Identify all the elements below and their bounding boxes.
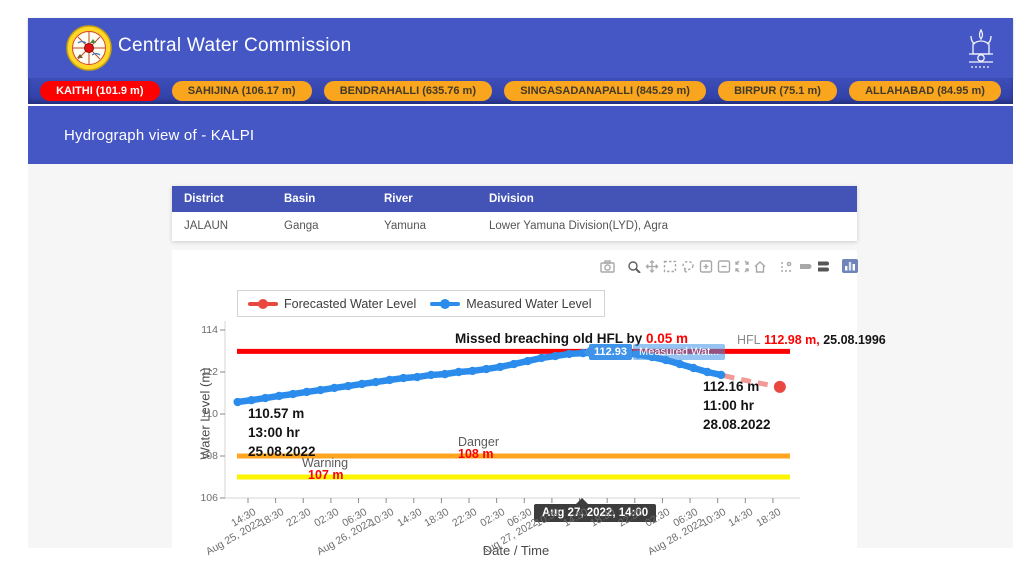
table-header: Division bbox=[477, 186, 857, 212]
warning-value: 107 m bbox=[308, 468, 344, 482]
table-cell: Lower Yamuna Division(LYD), Agra bbox=[477, 212, 857, 241]
axis-tooltip-caret-icon bbox=[576, 498, 588, 504]
app-title: Central Water Commission bbox=[118, 35, 352, 56]
station-tab[interactable]: BENDRAHALLI (635.76 m) bbox=[323, 81, 493, 101]
measured-swatch-icon bbox=[430, 298, 461, 309]
station-tab[interactable]: KAITHI (101.9 m) bbox=[40, 81, 160, 101]
table-row: JALAUN Ganga Yamuna Lower Yamuna Division(L… bbox=[172, 212, 857, 241]
axis-tooltip: Aug 27, 2022, 14:00 bbox=[534, 504, 657, 522]
legend-item-forecasted[interactable]: Forecasted Water Level bbox=[248, 297, 416, 311]
legend-label: Forecasted Water Level bbox=[284, 296, 417, 311]
pan-icon[interactable] bbox=[643, 258, 661, 274]
plotly-logo-icon[interactable] bbox=[841, 258, 859, 274]
app-header: Central Water Commission bbox=[28, 18, 1013, 78]
table-cell: Yamuna bbox=[372, 212, 477, 241]
danger-value: 108 m bbox=[458, 447, 494, 461]
missed-hfl-annotation: Missed breaching old HFL by 0.05 m bbox=[455, 331, 689, 346]
box-select-icon[interactable] bbox=[661, 258, 679, 274]
measured-start-annotation: 110.57 m 13:00 hr 25.08.2022 bbox=[248, 406, 316, 459]
legend-label: Measured Water Level bbox=[466, 296, 592, 311]
danger-label: Danger bbox=[458, 435, 499, 449]
download-plot-icon[interactable] bbox=[598, 258, 616, 274]
zoom-out-icon[interactable] bbox=[715, 258, 733, 274]
forecast-end-annotation: 112.16 m 11:00 hr 28.08.2022 bbox=[703, 379, 771, 432]
table-cell: JALAUN bbox=[172, 212, 272, 241]
chart-legend: Forecasted Water Level Measured Water Le… bbox=[237, 290, 605, 317]
table-cell: Ganga bbox=[272, 212, 372, 241]
legend-item-measured[interactable]: Measured Water Level bbox=[430, 296, 592, 311]
y-tick-label: 112 bbox=[201, 366, 218, 378]
warning-label: Warning bbox=[302, 456, 349, 470]
lasso-select-icon[interactable] bbox=[679, 258, 697, 274]
hover-closest-icon[interactable] bbox=[796, 258, 814, 274]
y-tick-label: 110 bbox=[201, 408, 218, 420]
table-header: District bbox=[172, 186, 272, 212]
station-tabstrip: KAITHI (101.9 m) SAHIJINA (106.17 m) BENDR… bbox=[28, 78, 1013, 104]
plotly-modebar bbox=[598, 258, 868, 274]
hfl-annotation: HFL 112.98 m, 25.08.1996 bbox=[737, 333, 886, 347]
zoom-icon[interactable] bbox=[625, 258, 643, 274]
hover-compare-icon[interactable] bbox=[814, 258, 832, 274]
page-title: Hydrograph view of - KALPI bbox=[64, 126, 255, 144]
reset-axes-icon[interactable] bbox=[751, 258, 769, 274]
station-tab[interactable]: BIRPUR (75.1 m) bbox=[718, 81, 837, 101]
point-tooltip: 112.93 Measured Wat... bbox=[583, 344, 726, 360]
cwc-logo-icon bbox=[66, 25, 112, 71]
emblem-of-india-icon bbox=[963, 26, 999, 72]
station-info-card: District Basin River Division JALAUN Ganga Ya… bbox=[172, 186, 857, 241]
y-tick-label: 106 bbox=[200, 492, 218, 504]
zoom-in-icon[interactable] bbox=[697, 258, 715, 274]
x-axis-title: Date / Time bbox=[482, 543, 550, 558]
station-tab[interactable]: SAHIJINA (106.17 m) bbox=[171, 81, 312, 101]
station-tab[interactable]: ALLAHABAD (84.95 m) bbox=[849, 81, 1001, 101]
y-tick-label: 114 bbox=[201, 324, 218, 336]
station-info-table: District Basin River Division JALAUN Ganga Ya… bbox=[172, 186, 857, 241]
station-tab[interactable]: SINGASADANAPALLI (845.29 m) bbox=[504, 81, 707, 101]
autoscale-icon[interactable] bbox=[733, 258, 751, 274]
table-header: Basin bbox=[272, 186, 372, 212]
y-tick-label: 108 bbox=[200, 450, 218, 462]
tooltip-caret-icon bbox=[583, 347, 589, 357]
toggle-spikelines-icon[interactable] bbox=[778, 258, 796, 274]
table-header: River bbox=[372, 186, 477, 212]
page-title-band: Hydrograph view of - KALPI bbox=[28, 106, 1013, 164]
forecast-swatch-icon bbox=[248, 298, 278, 309]
